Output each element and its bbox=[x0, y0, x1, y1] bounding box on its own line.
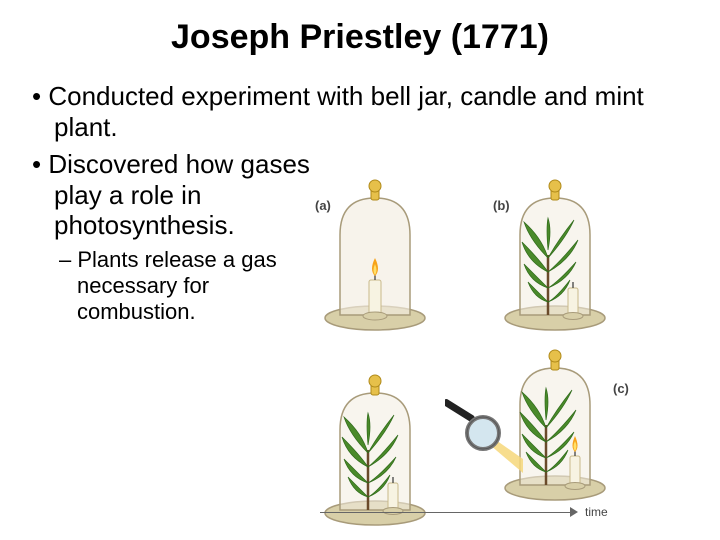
bell-jar-b bbox=[500, 180, 610, 330]
magnifier-icon bbox=[445, 395, 525, 475]
bell-jar-a bbox=[320, 180, 430, 330]
bell-jar-d bbox=[320, 375, 430, 525]
page-title: Joseph Priestley (1771) bbox=[0, 0, 720, 81]
bullet-1: Conducted experiment with bell jar, cand… bbox=[32, 81, 672, 143]
subbullet-1: Plants release a gas necessary for combu… bbox=[32, 247, 312, 325]
time-label: time bbox=[585, 505, 608, 519]
bullet-2: Discovered how gases play a role in phot… bbox=[32, 149, 332, 241]
time-arrow: time bbox=[320, 505, 605, 525]
